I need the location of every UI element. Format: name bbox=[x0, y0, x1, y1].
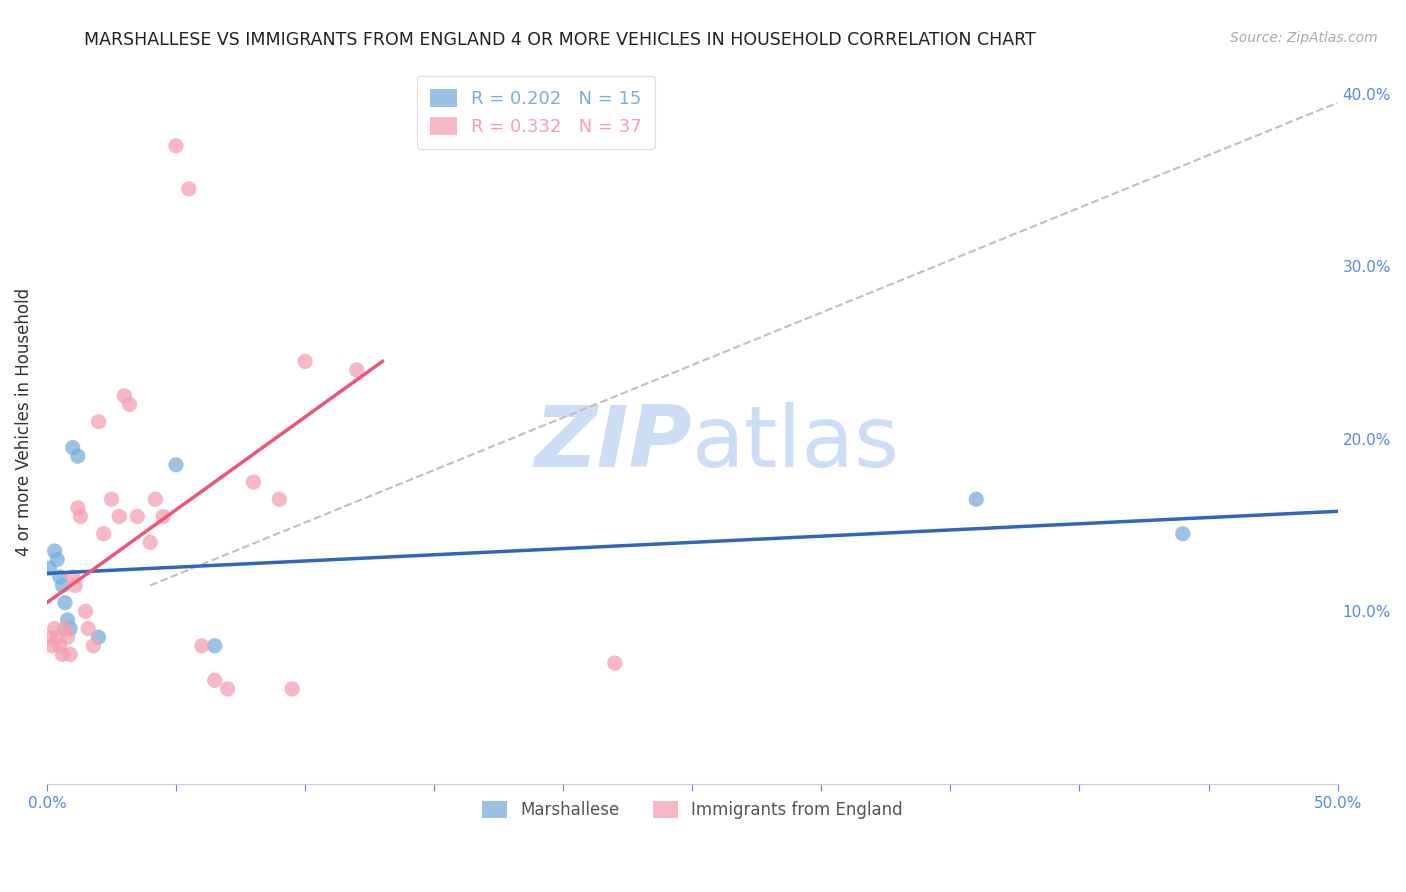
Point bbox=[51, 648, 73, 662]
Legend: Marshallese, Immigrants from England: Marshallese, Immigrants from England bbox=[475, 795, 910, 826]
Point bbox=[108, 509, 131, 524]
Point bbox=[56, 630, 79, 644]
Point bbox=[59, 622, 82, 636]
Point bbox=[93, 526, 115, 541]
Text: ZIP: ZIP bbox=[534, 402, 692, 485]
Point bbox=[204, 673, 226, 688]
Point bbox=[143, 492, 166, 507]
Point bbox=[965, 492, 987, 507]
Point bbox=[152, 509, 174, 524]
Point bbox=[242, 475, 264, 489]
Point bbox=[139, 535, 162, 549]
Point bbox=[165, 138, 187, 153]
Point bbox=[217, 681, 239, 696]
Point bbox=[38, 630, 60, 644]
Point bbox=[294, 354, 316, 368]
Point bbox=[269, 492, 291, 507]
Point bbox=[56, 613, 79, 627]
Point bbox=[127, 509, 149, 524]
Point bbox=[66, 500, 89, 515]
Point bbox=[49, 570, 72, 584]
Text: MARSHALLESE VS IMMIGRANTS FROM ENGLAND 4 OR MORE VEHICLES IN HOUSEHOLD CORRELATI: MARSHALLESE VS IMMIGRANTS FROM ENGLAND 4… bbox=[84, 31, 1036, 49]
Point bbox=[603, 656, 626, 670]
Point bbox=[87, 415, 110, 429]
Point bbox=[59, 648, 82, 662]
Y-axis label: 4 or more Vehicles in Household: 4 or more Vehicles in Household bbox=[15, 287, 32, 556]
Point bbox=[51, 578, 73, 592]
Point bbox=[41, 639, 63, 653]
Point bbox=[77, 622, 100, 636]
Point bbox=[82, 639, 104, 653]
Text: Source: ZipAtlas.com: Source: ZipAtlas.com bbox=[1230, 31, 1378, 45]
Point bbox=[62, 570, 84, 584]
Point bbox=[1171, 526, 1194, 541]
Point bbox=[44, 544, 66, 558]
Point bbox=[87, 630, 110, 644]
Point bbox=[100, 492, 122, 507]
Point bbox=[165, 458, 187, 472]
Point bbox=[53, 596, 76, 610]
Point bbox=[191, 639, 214, 653]
Point bbox=[69, 509, 91, 524]
Point bbox=[112, 389, 135, 403]
Point bbox=[281, 681, 304, 696]
Point bbox=[118, 397, 141, 411]
Point bbox=[65, 578, 87, 592]
Point bbox=[46, 552, 69, 566]
Point bbox=[46, 630, 69, 644]
Point bbox=[53, 622, 76, 636]
Point bbox=[177, 182, 200, 196]
Point bbox=[346, 363, 368, 377]
Text: atlas: atlas bbox=[692, 402, 900, 485]
Point bbox=[75, 604, 97, 618]
Point bbox=[44, 622, 66, 636]
Point bbox=[66, 449, 89, 463]
Point bbox=[38, 561, 60, 575]
Point bbox=[49, 639, 72, 653]
Point bbox=[204, 639, 226, 653]
Point bbox=[62, 441, 84, 455]
